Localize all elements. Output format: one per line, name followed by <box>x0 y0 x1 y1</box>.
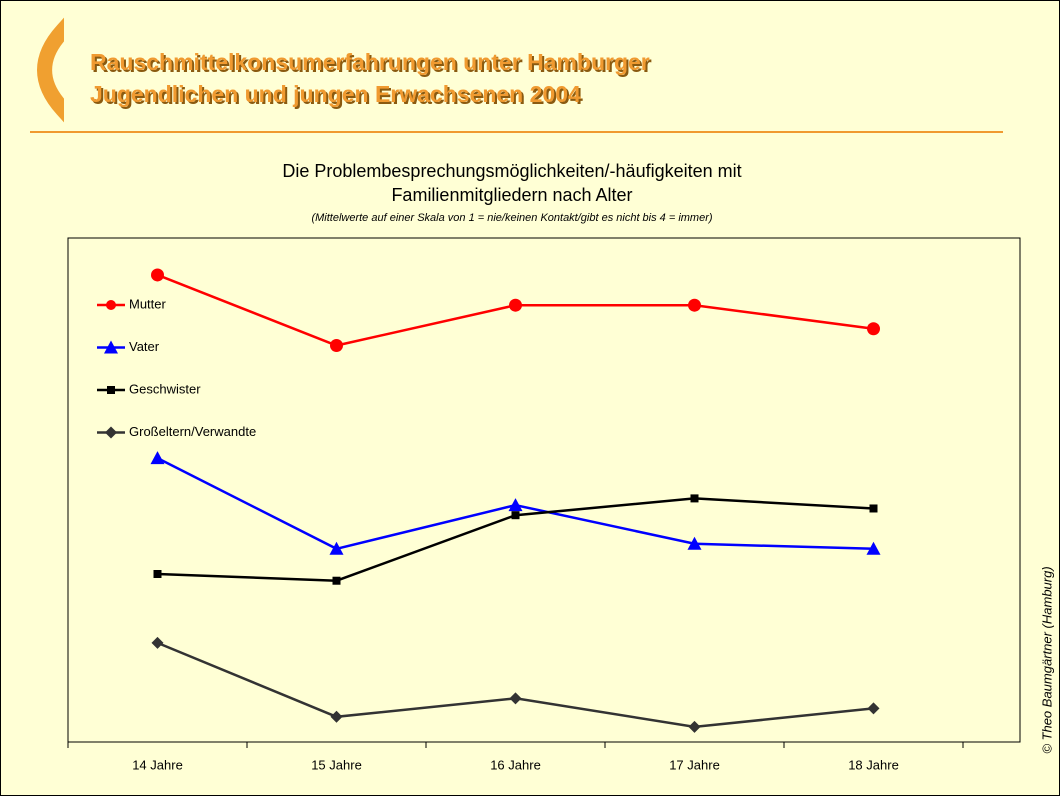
marker <box>151 636 164 649</box>
title-shadow: Jugendlichen und jungen Erwachsenen 2004 <box>92 83 583 109</box>
copyright: © Theo Baumgärtner (Hamburg) <box>1039 566 1054 753</box>
bracket-icon <box>37 17 64 123</box>
title: Rauschmittelkonsumerfahrungen unter Hamb… <box>90 49 650 75</box>
chart-title: Die Problembesprechungsmöglichkeiten/-hä… <box>282 161 741 181</box>
legend-label: Großeltern/Verwandte <box>129 424 256 439</box>
marker <box>508 498 523 512</box>
title-shadow: Rauschmittelkonsumerfahrungen unter Hamb… <box>92 51 652 77</box>
title: Jugendlichen und jungen Erwachsenen 2004 <box>90 81 581 107</box>
x-tick-label: 18 Jahre <box>848 757 899 772</box>
marker <box>330 710 343 723</box>
legend-marker <box>107 386 115 394</box>
marker <box>509 298 522 312</box>
marker <box>509 692 522 705</box>
marker <box>511 511 520 520</box>
marker <box>867 702 880 715</box>
marker <box>869 504 878 513</box>
marker <box>151 268 164 282</box>
marker <box>330 339 343 353</box>
marker <box>329 541 344 555</box>
chart-subtitle: (Mittelwerte auf einer Skala von 1 = nie… <box>311 212 712 224</box>
plot-area <box>67 237 1021 743</box>
legend-label: Vater <box>129 339 160 354</box>
x-tick-label: 14 Jahre <box>132 757 183 772</box>
legend-marker <box>106 300 116 310</box>
marker <box>867 322 880 336</box>
marker <box>687 536 702 550</box>
legend-label: Mutter <box>129 296 167 311</box>
x-tick-label: 15 Jahre <box>311 757 362 772</box>
marker <box>153 570 162 578</box>
marker <box>688 720 701 733</box>
marker <box>332 576 341 585</box>
header: Rauschmittelkonsumerfahrungen unter Hamb… <box>90 49 652 109</box>
legend-label: Geschwister <box>129 381 201 396</box>
marker <box>866 541 881 555</box>
marker <box>688 298 701 312</box>
legend-marker <box>105 426 117 439</box>
x-tick-label: 17 Jahre <box>669 757 720 772</box>
marker <box>150 451 165 465</box>
legend-marker <box>104 340 118 354</box>
chart-title: Familienmitgliedern nach Alter <box>391 185 632 205</box>
marker <box>690 494 699 503</box>
x-tick-label: 16 Jahre <box>490 757 541 772</box>
